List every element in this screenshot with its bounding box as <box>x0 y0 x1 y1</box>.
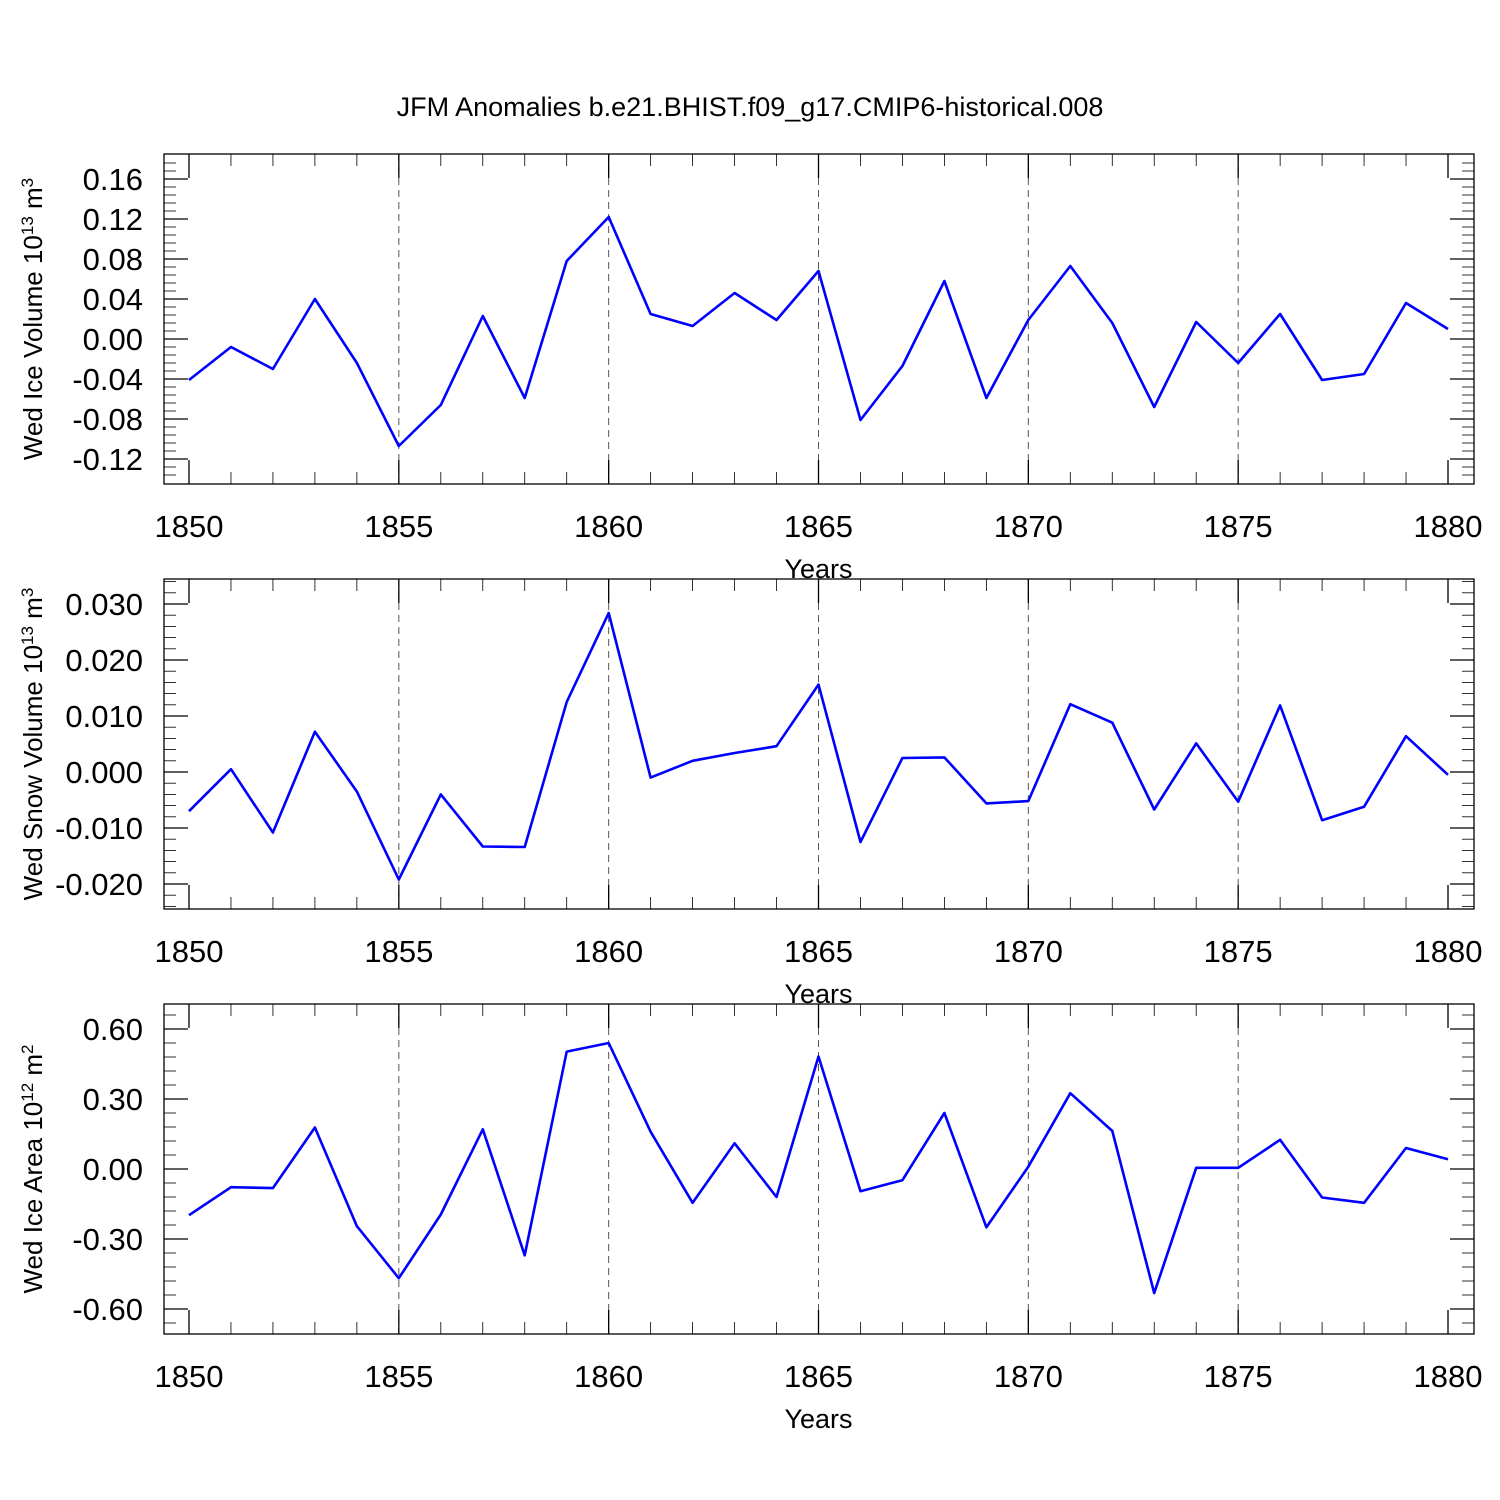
y-axis-label: Wed Ice Area 1012 m2 <box>18 1044 49 1293</box>
y-axis-label-text: m <box>18 1054 48 1083</box>
y-tick-label: -0.60 <box>72 1292 143 1327</box>
x-tick-label: 1875 <box>1204 509 1273 544</box>
series-line <box>188 1041 1449 1295</box>
y-tick-label: 0.60 <box>83 1012 143 1047</box>
y-tick-label: -0.020 <box>55 867 143 902</box>
x-tick-label: 1850 <box>155 509 224 544</box>
x-tick-label: 1870 <box>994 509 1063 544</box>
y-axis-label: Wed Ice Volume 1013 m3 <box>18 178 49 460</box>
y-axis-label-superscript: 13 <box>18 626 37 645</box>
y-tick-label: 0.30 <box>83 1082 143 1117</box>
y-tick-label: 0.030 <box>65 587 143 622</box>
y-axis-label-text: m <box>18 597 48 626</box>
y-tick-label: -0.08 <box>72 402 143 437</box>
x-tick-label: 1850 <box>155 1359 224 1394</box>
y-axis-label-text: Wed Ice Area 10 <box>18 1102 48 1294</box>
x-tick-label: 1865 <box>784 1359 853 1394</box>
y-tick-label: 0.16 <box>83 162 143 197</box>
y-tick-label: 0.08 <box>83 242 143 277</box>
y-axis-label-superscript: 13 <box>18 216 37 235</box>
x-tick-label: 1880 <box>1414 934 1483 969</box>
y-tick-label: -0.12 <box>72 442 143 477</box>
y-tick-label: 0.000 <box>65 755 143 790</box>
x-tick-label: 1855 <box>364 934 433 969</box>
series-line <box>188 611 1449 881</box>
x-tick-label: 1870 <box>994 1359 1063 1394</box>
x-tick-label: 1860 <box>574 934 643 969</box>
x-tick-label: 1875 <box>1204 1359 1273 1394</box>
x-tick-label: 1865 <box>784 509 853 544</box>
y-axis-label-text: m <box>18 187 48 216</box>
y-axis-label-superscript: 2 <box>18 1044 37 1053</box>
panel-3: -0.60 -0.30 0.00 0.30 0.60 1850 1855 1860 1865 18… <box>18 1003 1483 1434</box>
x-tick-label: 1855 <box>364 1359 433 1394</box>
y-tick-label: -0.010 <box>55 811 143 846</box>
y-tick-label: -0.30 <box>72 1222 143 1257</box>
panel-1: -0.12 -0.08 -0.04 0.00 0.04 0.08 0.12 0.16 1850 1… <box>18 153 1483 584</box>
y-tick-label: 0.010 <box>65 699 143 734</box>
y-axis-label-superscript: 3 <box>18 588 37 597</box>
panel-2: -0.020 -0.010 0.000 0.010 0.020 0.030 1850 1855… <box>18 578 1483 1009</box>
x-tick-label: 1880 <box>1414 1359 1483 1394</box>
y-axis-label: Wed Snow Volume 1013 m3 <box>18 588 49 901</box>
y-tick-label: 0.04 <box>83 282 143 317</box>
y-axis-label-text: Wed Snow Volume 10 <box>18 645 48 900</box>
y-tick-label: -0.04 <box>72 362 143 397</box>
figure-title: JFM Anomalies b.e21.BHIST.f09_g17.CMIP6-… <box>397 92 1104 122</box>
x-tick-label: 1875 <box>1204 934 1273 969</box>
y-tick-label: 0.12 <box>83 202 143 237</box>
x-tick-label: 1865 <box>784 934 853 969</box>
y-axis-label-superscript: 3 <box>18 178 37 187</box>
x-tick-label: 1860 <box>574 509 643 544</box>
y-tick-label: 0.00 <box>83 1152 143 1187</box>
y-tick-label: 0.020 <box>65 643 143 678</box>
x-tick-label: 1855 <box>364 509 433 544</box>
x-tick-label: 1860 <box>574 1359 643 1394</box>
y-axis-label-text: Wed Ice Volume 10 <box>18 235 48 460</box>
x-tick-label: 1870 <box>994 934 1063 969</box>
y-tick-label: 0.00 <box>83 322 143 357</box>
x-axis-label: Years <box>784 1404 852 1434</box>
y-axis-label-superscript: 12 <box>18 1083 37 1102</box>
x-tick-label: 1880 <box>1414 509 1483 544</box>
x-tick-label: 1850 <box>155 934 224 969</box>
